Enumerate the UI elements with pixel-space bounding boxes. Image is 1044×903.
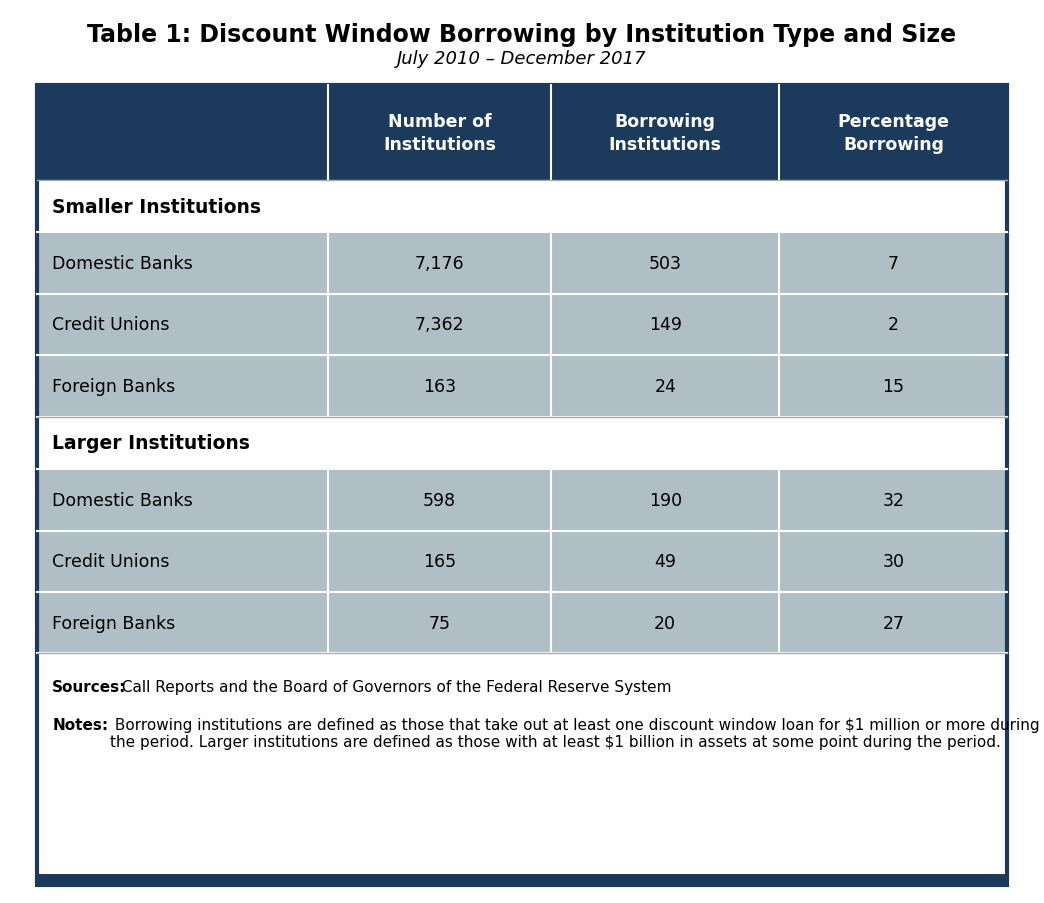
Text: Smaller Institutions: Smaller Institutions (52, 197, 261, 217)
Text: 7: 7 (887, 255, 899, 273)
Text: Sources:: Sources: (52, 679, 126, 694)
Bar (37, 654, 1007, 874)
Text: 15: 15 (882, 377, 904, 396)
Text: 49: 49 (655, 553, 677, 571)
Bar (37, 874, 1007, 885)
Text: 149: 149 (648, 316, 682, 334)
Text: July 2010 – December 2017: July 2010 – December 2017 (397, 50, 647, 68)
Text: Credit Unions: Credit Unions (52, 316, 170, 334)
Text: 190: 190 (648, 491, 682, 509)
Bar (37, 470, 1007, 531)
Bar (37, 356, 1007, 417)
Bar (37, 181, 1007, 233)
Text: Domestic Banks: Domestic Banks (52, 255, 193, 273)
Text: 7,176: 7,176 (414, 255, 465, 273)
Text: 75: 75 (428, 614, 450, 632)
Text: 163: 163 (423, 377, 456, 396)
Text: Table 1: Discount Window Borrowing by Institution Type and Size: Table 1: Discount Window Borrowing by In… (88, 23, 956, 47)
Text: 503: 503 (648, 255, 682, 273)
Text: Foreign Banks: Foreign Banks (52, 614, 175, 632)
Text: Number of
Institutions: Number of Institutions (383, 112, 496, 154)
Text: 27: 27 (882, 614, 904, 632)
Text: Larger Institutions: Larger Institutions (52, 433, 251, 453)
Text: Call Reports and the Board of Governors of the Federal Reserve System: Call Reports and the Board of Governors … (117, 679, 671, 694)
Text: Notes:: Notes: (52, 717, 109, 732)
Text: 32: 32 (882, 491, 904, 509)
Text: 2: 2 (887, 316, 899, 334)
Text: Foreign Banks: Foreign Banks (52, 377, 175, 396)
Text: Credit Unions: Credit Unions (52, 553, 170, 571)
Text: 7,362: 7,362 (414, 316, 465, 334)
Text: Percentage
Borrowing: Percentage Borrowing (837, 112, 949, 154)
Bar (37, 417, 1007, 470)
Text: 20: 20 (655, 614, 677, 632)
Text: 165: 165 (423, 553, 456, 571)
Bar (37, 86, 1007, 90)
Bar (37, 86, 1007, 885)
Text: Domestic Banks: Domestic Banks (52, 491, 193, 509)
Bar (37, 86, 1007, 181)
Text: Borrowing institutions are defined as those that take out at least one discount : Borrowing institutions are defined as th… (110, 717, 1039, 749)
Bar (37, 531, 1007, 592)
Bar (37, 592, 1007, 654)
Bar (37, 294, 1007, 356)
Text: 598: 598 (423, 491, 456, 509)
Text: 24: 24 (655, 377, 677, 396)
Bar (37, 233, 1007, 294)
Text: 30: 30 (882, 553, 904, 571)
Text: Borrowing
Institutions: Borrowing Institutions (609, 112, 721, 154)
